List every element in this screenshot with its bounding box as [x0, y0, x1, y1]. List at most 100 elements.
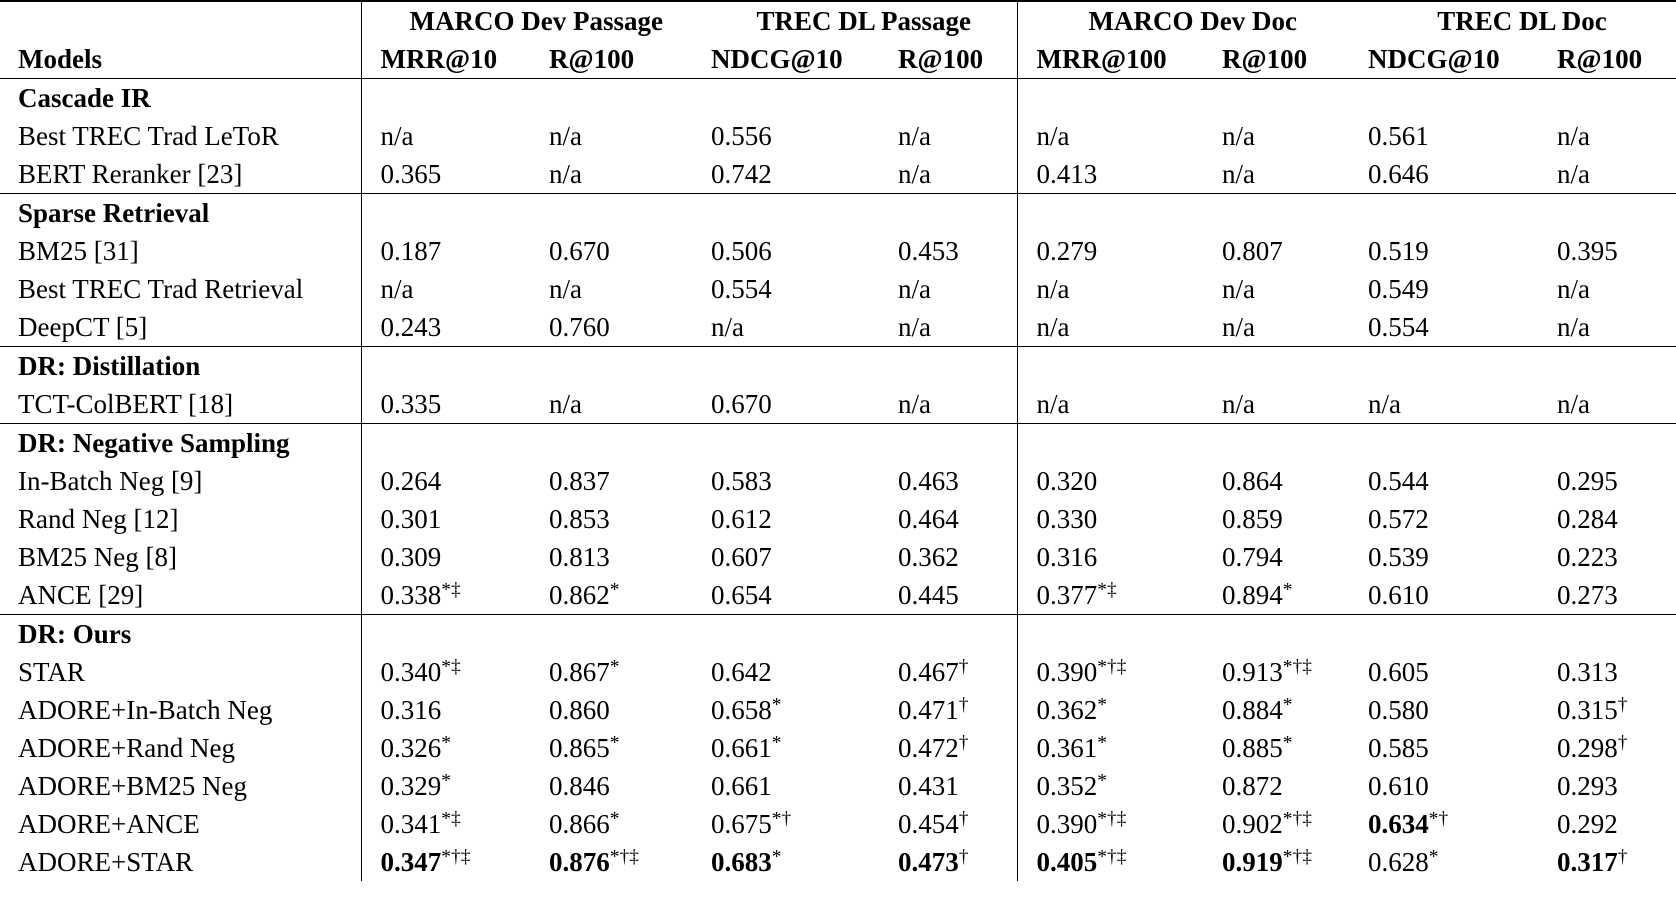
- value: 0.807: [1222, 235, 1283, 266]
- value: 0.395: [1557, 235, 1618, 266]
- section-cell: [361, 346, 549, 385]
- value: 0.634: [1368, 808, 1429, 839]
- value-cell: 0.295: [1557, 462, 1676, 500]
- model-cell: BM25 [31]: [0, 232, 362, 270]
- value: n/a: [380, 273, 414, 304]
- data-row: ADORE+In-Batch Neg 0.316 0.860 0.658* 0.471†…: [0, 691, 1676, 729]
- value-cell: 0.670: [549, 232, 711, 270]
- section-title: DR: Negative Sampling: [18, 427, 290, 458]
- value: 0.454: [898, 808, 959, 839]
- section-cell: [1557, 614, 1676, 653]
- value-cell: 0.335: [361, 385, 549, 424]
- model-name: BERT Reranker [23]: [18, 158, 243, 189]
- value-cell: n/a: [1557, 385, 1676, 424]
- model-name: Rand Neg [12]: [18, 503, 179, 534]
- significance-marks: †: [1617, 731, 1628, 753]
- value-cell: n/a: [361, 117, 549, 155]
- model-name: ANCE [29]: [18, 579, 144, 610]
- section-cell: [549, 346, 711, 385]
- section-cell: [898, 423, 1018, 462]
- section-cell: [1017, 423, 1222, 462]
- value-cell: n/a: [898, 270, 1018, 308]
- value: 0.853: [549, 503, 610, 534]
- value-cell: n/a: [898, 308, 1018, 347]
- results-table: MARCO Dev Passage TREC DL Passage MARCO De…: [0, 0, 1676, 881]
- value-cell: 0.445: [898, 576, 1018, 615]
- column-label: Models: [18, 43, 102, 74]
- value: 0.585: [1368, 732, 1429, 763]
- value: 0.352: [1036, 770, 1098, 801]
- value: 0.683: [711, 846, 772, 877]
- value: n/a: [898, 311, 931, 342]
- value-cell: 0.583: [711, 462, 898, 500]
- value-cell: 0.338*‡: [361, 576, 549, 615]
- section-cell: [361, 423, 549, 462]
- section-cell: [1017, 346, 1222, 385]
- model-cell: STAR: [0, 653, 362, 691]
- value: 0.243: [380, 311, 442, 342]
- significance-marks: †: [1617, 693, 1628, 715]
- value-cell: 0.539: [1368, 538, 1557, 576]
- value-cell: 0.675*†: [711, 805, 898, 843]
- value: 0.583: [711, 465, 772, 496]
- value: n/a: [549, 273, 582, 304]
- value-cell: 0.642: [711, 653, 898, 691]
- value: 0.279: [1036, 235, 1098, 266]
- value: n/a: [549, 388, 582, 419]
- column-header: MRR@10: [361, 40, 549, 79]
- section-row: Cascade IR: [0, 78, 1676, 117]
- value-cell: 0.365: [361, 155, 549, 194]
- value: 0.661: [711, 770, 772, 801]
- value-cell: 0.292: [1557, 805, 1676, 843]
- value-cell: 0.913*†‡: [1222, 653, 1368, 691]
- model-name: Best TREC Trad Retrieval: [18, 273, 304, 304]
- value-cell: 0.865*: [549, 729, 711, 767]
- group-header: MARCO Dev Passage: [409, 5, 663, 36]
- value: 0.919: [1222, 846, 1283, 877]
- value-cell: 0.395: [1557, 232, 1676, 270]
- significance-marks: †: [958, 731, 969, 753]
- column-header: MRR@100: [1017, 40, 1222, 79]
- value-cell: 0.352*: [1017, 767, 1222, 805]
- value-cell: 0.860: [549, 691, 711, 729]
- section-cell: [1368, 346, 1558, 385]
- section-cell: [711, 193, 898, 232]
- value: 0.867: [549, 656, 610, 687]
- significance-marks: *: [1282, 578, 1293, 600]
- data-row: BERT Reranker [23] 0.365 n/a 0.742 n/a 0.413 n…: [0, 155, 1676, 194]
- value-cell: 0.317†: [1557, 843, 1676, 881]
- section-cell: [361, 78, 549, 117]
- value: 0.572: [1368, 503, 1429, 534]
- value: 0.670: [711, 388, 772, 419]
- data-row: STAR 0.340*‡ 0.867* 0.642 0.467† 0.390*†‡ 0.91…: [0, 653, 1676, 691]
- value: 0.864: [1222, 465, 1283, 496]
- section-cell: [1222, 78, 1369, 117]
- value-cell: 0.919*†‡: [1222, 843, 1368, 881]
- value: n/a: [1036, 388, 1070, 419]
- value-cell: 0.431: [898, 767, 1018, 805]
- section-cell: [711, 346, 898, 385]
- significance-marks: *†‡: [1097, 845, 1127, 867]
- header-row: MARCO Dev Passage TREC DL Passage MARCO De…: [0, 1, 1676, 40]
- value: n/a: [1557, 120, 1591, 151]
- header-row: Models MRR@10 R@100 NDCG@10 R@100 MRR@100 R@10…: [0, 40, 1676, 79]
- value-cell: 0.519: [1368, 232, 1557, 270]
- section-cell: [1368, 78, 1558, 117]
- value: n/a: [1222, 273, 1255, 304]
- group-header: TREC DL Passage: [711, 1, 1018, 40]
- value-cell: 0.330: [1017, 500, 1222, 538]
- data-row: ADORE+STAR 0.347*†‡ 0.876*†‡ 0.683* 0.473† 0.…: [0, 843, 1676, 881]
- model-name: Best TREC Trad LeToR: [18, 120, 279, 151]
- value-cell: 0.670: [711, 385, 898, 424]
- data-row: Best TREC Trad Retrieval n/a n/a 0.554 n/a n/…: [0, 270, 1676, 308]
- value: 0.362: [1036, 694, 1098, 725]
- value: 0.642: [711, 656, 772, 687]
- value-cell: n/a: [711, 308, 898, 347]
- value-cell: 0.612: [711, 500, 898, 538]
- value-cell: 0.876*†‡: [549, 843, 711, 881]
- value-cell: 0.506: [711, 232, 898, 270]
- value-cell: 0.390*†‡: [1017, 653, 1222, 691]
- section-row: DR: Negative Sampling: [0, 423, 1676, 462]
- value-cell: 0.472†: [898, 729, 1018, 767]
